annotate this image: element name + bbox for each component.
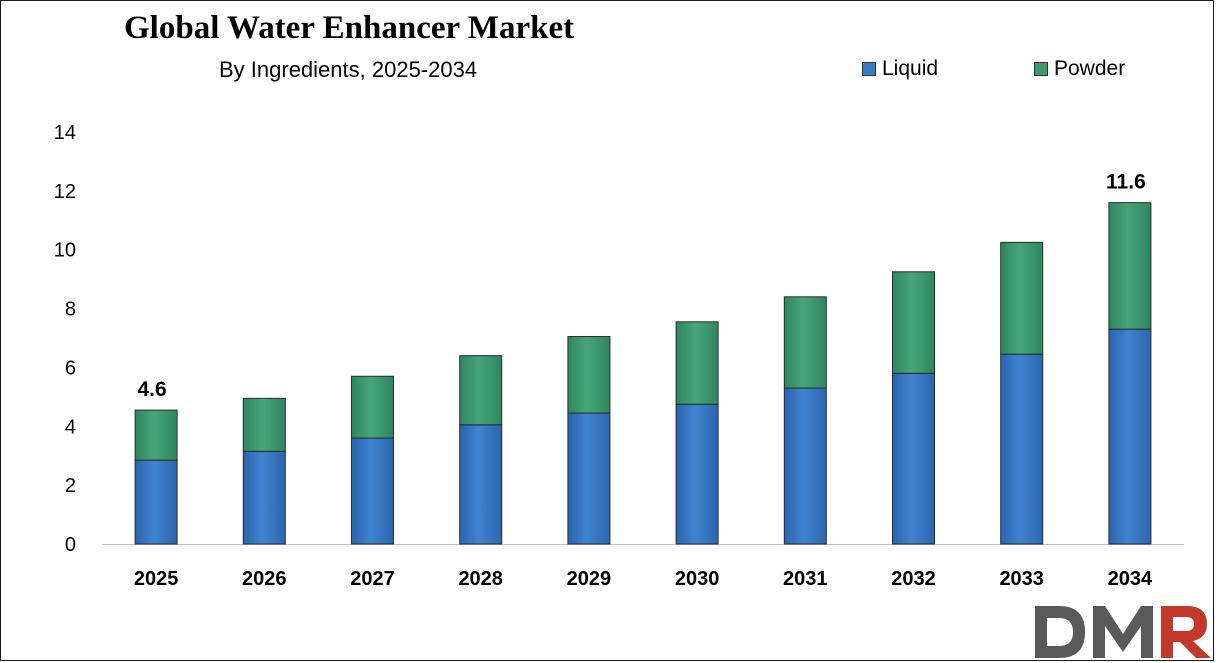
y-tick-label: 4 (65, 416, 76, 438)
x-tick-label: 2026 (242, 568, 287, 590)
bar-liquid-2032 (892, 372, 935, 545)
bar-liquid-2025 (134, 459, 178, 545)
x-tick-label: 2030 (675, 568, 720, 590)
bar-powder-2029 (567, 336, 611, 414)
bar-powder-2030 (675, 321, 719, 405)
legend-item-powder: Powder (1034, 56, 1125, 82)
legend-item-liquid: Liquid (862, 56, 938, 82)
bar-powder-2034 (1108, 202, 1152, 330)
chart-subtitle: By Ingredients, 2025-2034 (219, 57, 478, 82)
bar-liquid-2030 (675, 403, 719, 545)
bar-powder-2028 (459, 355, 503, 426)
x-tick-label: 2027 (350, 568, 395, 590)
x-tick-label: 2025 (134, 568, 179, 590)
bar-powder-2026 (242, 397, 286, 452)
legend-label-powder: Powder (1054, 57, 1126, 80)
bar-liquid-2027 (351, 437, 394, 545)
y-tick-label: 6 (65, 357, 76, 379)
dmr-logo (1035, 606, 1211, 658)
y-tick-label: 0 (65, 534, 76, 556)
x-tick-label: 2033 (999, 568, 1044, 590)
legend-swatch-liquid (862, 62, 876, 76)
bar-liquid-2033 (1000, 353, 1044, 545)
bar-powder-2032 (892, 271, 935, 374)
y-tick-label: 2 (65, 475, 76, 497)
x-tick-label: 2029 (567, 568, 612, 590)
chart-title: Global Water Enhancer Market (124, 10, 575, 46)
bar-powder-2033 (1000, 241, 1044, 355)
bar-liquid-2031 (783, 387, 827, 545)
legend-label-liquid: Liquid (882, 57, 939, 80)
y-tick-label: 12 (54, 181, 76, 203)
bar-powder-2025 (134, 409, 178, 461)
bar-powder-2027 (351, 375, 394, 439)
y-tick-label: 8 (65, 299, 76, 321)
data-label-2025: 4.6 (137, 378, 166, 401)
x-tick-label: 2031 (783, 568, 828, 590)
x-tick-label: 2034 (1108, 568, 1153, 590)
y-tick-label: 14 (54, 122, 76, 144)
y-tick-label: 10 (54, 240, 76, 262)
legend-swatch-powder (1034, 62, 1048, 76)
x-tick-label: 2028 (458, 568, 503, 590)
bar-liquid-2029 (567, 412, 611, 545)
bar-liquid-2026 (242, 450, 286, 545)
bar-powder-2031 (783, 296, 827, 389)
bar-liquid-2034 (1108, 328, 1152, 545)
data-label-2034: 11.6 (1106, 171, 1146, 194)
x-tick-label: 2032 (891, 568, 936, 590)
bar-liquid-2028 (459, 424, 503, 545)
